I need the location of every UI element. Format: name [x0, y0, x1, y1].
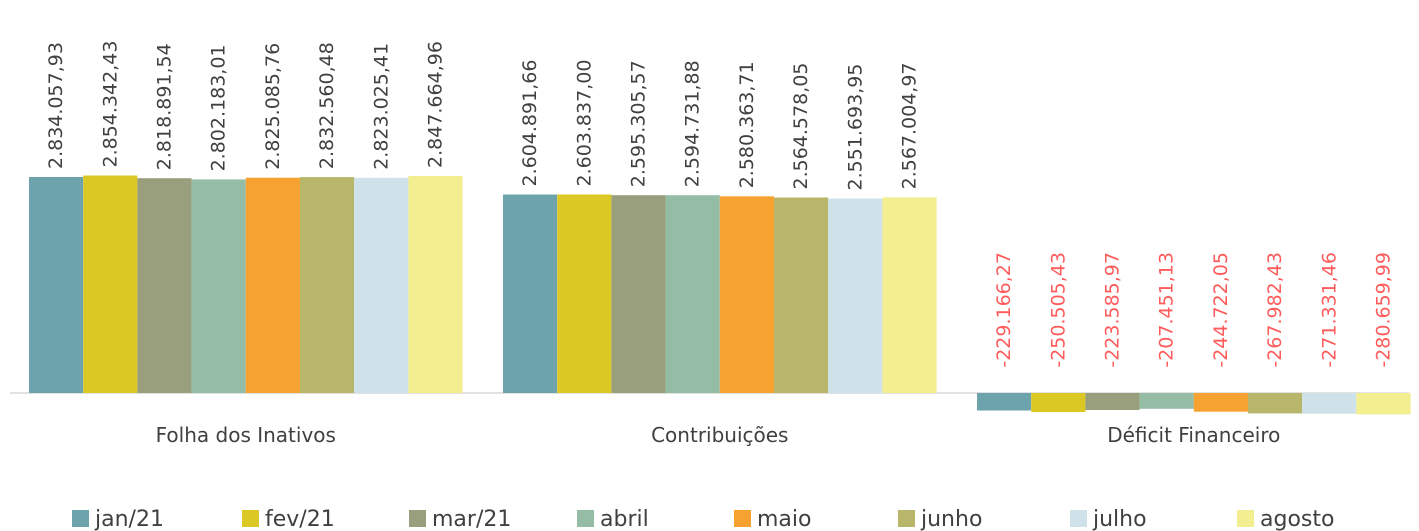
data-label-0-5: 2.832.560,48	[316, 42, 338, 169]
bar-0-5	[300, 177, 355, 393]
bar-0-1	[83, 175, 138, 393]
data-label-0-6: 2.823.025,41	[370, 43, 392, 170]
legend-swatch-3	[577, 510, 594, 527]
bar-2-2	[1085, 393, 1140, 410]
bar-2-0	[977, 393, 1032, 411]
bar-1-7	[882, 197, 937, 393]
bar-0-2	[137, 178, 192, 393]
category-label-0: Folha dos Inativos	[156, 423, 336, 447]
bar-0-3	[191, 179, 246, 393]
legend-swatch-5	[898, 510, 915, 527]
bar-1-6	[828, 198, 883, 393]
legend-label-2: mar/21	[432, 507, 511, 531]
legend-label-4: maio	[757, 507, 811, 531]
data-labels-group: 2.834.057,93 2.854.342,43 2.818.891,54 2.80…	[45, 41, 1394, 368]
bar-2-3	[1139, 393, 1194, 409]
legend-label-1: fev/21	[265, 507, 335, 531]
bar-2-5	[1248, 393, 1303, 414]
data-label-2-1: -250.505,43	[1047, 252, 1069, 368]
data-label-0-3: 2.802.183,01	[208, 44, 230, 171]
legend-swatch-6	[1070, 510, 1087, 527]
bar-2-7	[1356, 393, 1411, 415]
data-label-0-2: 2.818.891,54	[154, 43, 176, 170]
bar-1-5	[774, 197, 829, 393]
legend-swatch-7	[1237, 510, 1254, 527]
category-label-2: Déficit Financeiro	[1107, 423, 1280, 447]
data-label-2-7: -280.659,99	[1373, 252, 1395, 368]
bar-1-3	[665, 195, 720, 393]
bar-0-0	[29, 177, 84, 393]
bar-2-6	[1302, 393, 1357, 414]
bar-2-4	[1193, 393, 1248, 412]
legend-swatch-2	[409, 510, 426, 527]
data-label-2-2: -223.585,97	[1102, 252, 1124, 368]
data-label-1-7: 2.567.004,97	[899, 62, 921, 189]
data-label-2-6: -271.331,46	[1318, 252, 1340, 368]
bar-1-0	[503, 194, 558, 393]
data-label-1-0: 2.604.891,66	[519, 60, 541, 187]
data-label-0-7: 2.847.664,96	[425, 41, 447, 168]
bar-0-7	[408, 176, 463, 393]
legend-label-5: junho	[920, 507, 982, 531]
data-label-1-5: 2.564.578,05	[790, 63, 812, 190]
bar-1-1	[557, 194, 612, 393]
legend-swatch-0	[72, 510, 89, 527]
legend-label-6: julho	[1092, 507, 1147, 531]
legend-swatch-1	[242, 510, 259, 527]
legend-label-3: abril	[600, 507, 649, 531]
bar-1-4	[719, 196, 774, 393]
legend-swatch-4	[734, 510, 751, 527]
bar-0-4	[245, 177, 300, 393]
category-label-1: Contribuições	[651, 423, 788, 447]
legend: jan/21 fev/21 mar/21 abril maio junho julho ago…	[72, 507, 1334, 531]
data-label-2-3: -207.451,13	[1156, 252, 1178, 368]
bar-2-1	[1031, 393, 1086, 413]
legend-label-0: jan/21	[94, 507, 164, 531]
data-label-1-2: 2.595.305,57	[628, 60, 650, 187]
data-label-1-1: 2.603.837,00	[573, 60, 595, 187]
data-label-2-5: -267.982,43	[1264, 252, 1286, 368]
bars-group	[29, 175, 1411, 415]
data-label-2-0: -229.166,27	[993, 252, 1015, 368]
data-label-1-6: 2.551.693,95	[844, 64, 866, 191]
data-label-1-4: 2.580.363,71	[736, 61, 758, 188]
data-label-0-1: 2.854.342,43	[99, 41, 121, 168]
data-label-0-0: 2.834.057,93	[45, 42, 67, 169]
legend-label-7: agosto	[1260, 507, 1334, 531]
data-label-2-4: -244.722,05	[1210, 252, 1232, 368]
bar-1-2	[611, 195, 666, 393]
data-label-0-4: 2.825.085,76	[262, 43, 284, 170]
bar-0-6	[354, 177, 409, 393]
data-label-1-3: 2.594.731,88	[682, 60, 704, 187]
category-labels-group: Folha dos Inativos Contribuições Déficit F…	[156, 423, 1281, 447]
